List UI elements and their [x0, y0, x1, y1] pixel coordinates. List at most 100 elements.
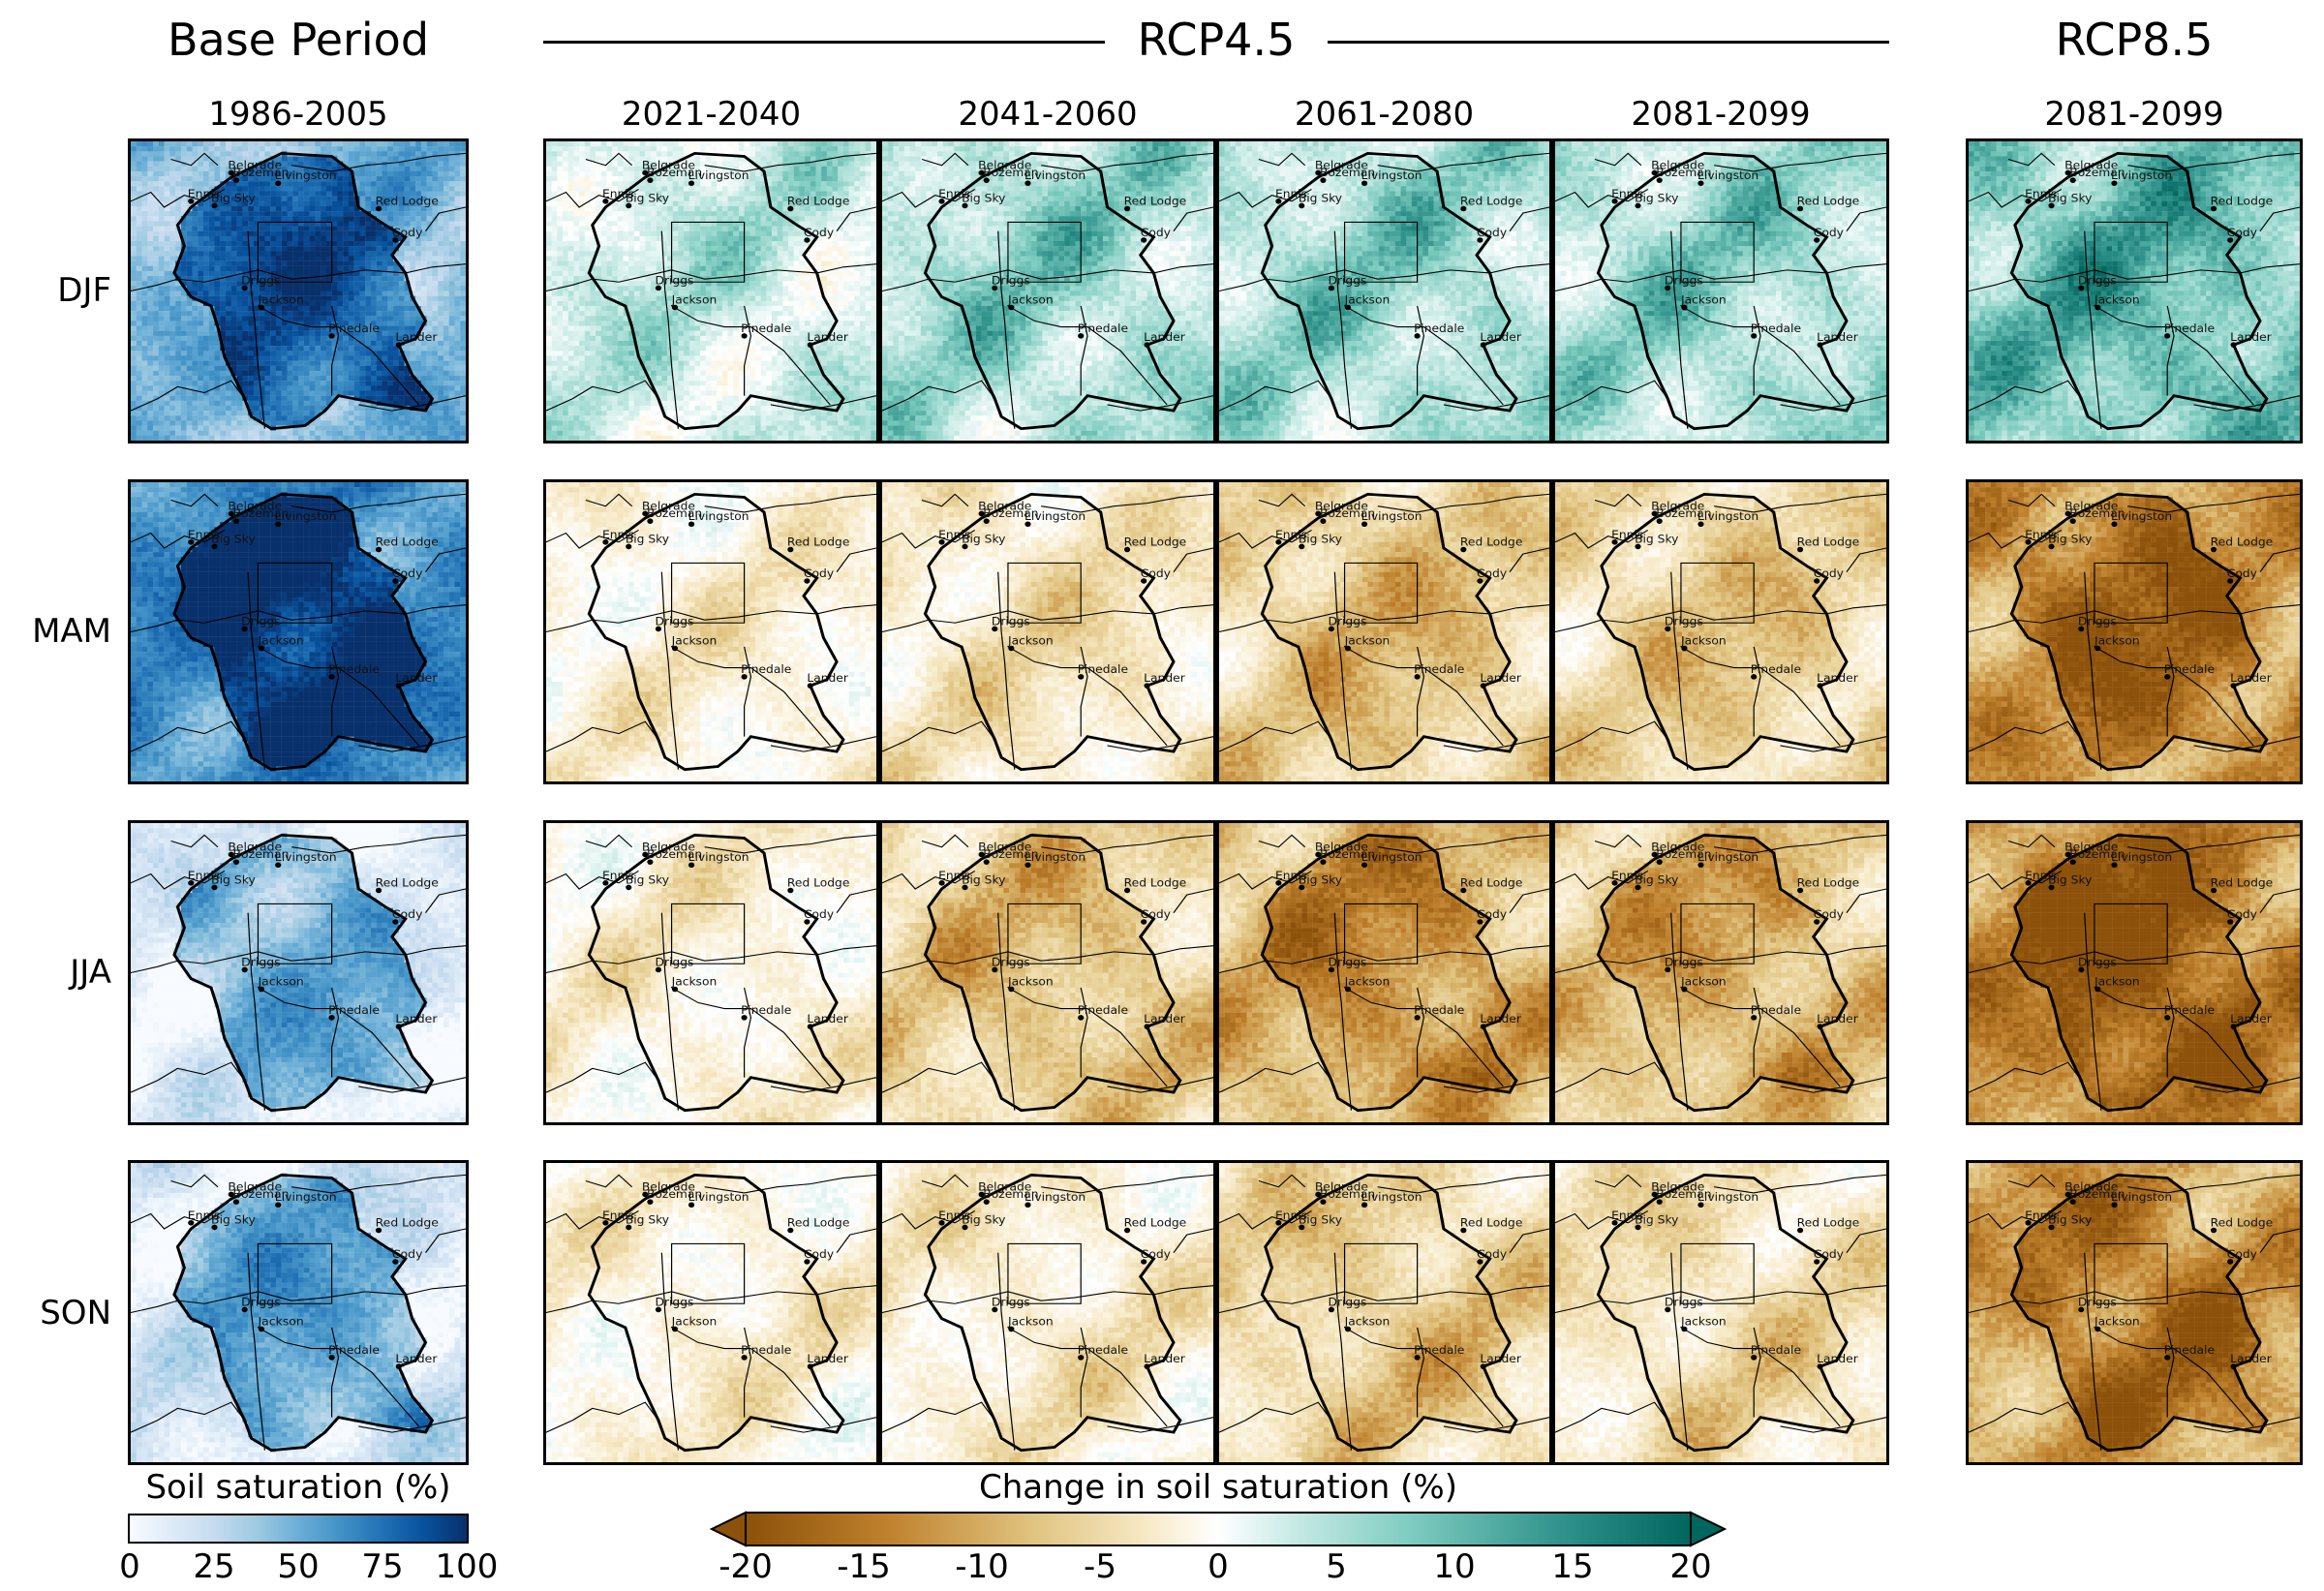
- city-label: Big Sky: [1635, 533, 1678, 545]
- city-label: Driggs: [1665, 615, 1703, 627]
- map-panel-rcp45-2061-2080-djf: Belgrade Bozeman Livingston Ennis Big Sky Red…: [1216, 138, 1552, 444]
- city-label: Pinedale: [2164, 662, 2215, 675]
- colorbar-base-tick: 50: [255, 1547, 342, 1586]
- city-label: Driggs: [241, 615, 280, 627]
- map-panel-rcp45-2081-2099-djf: Belgrade Bozeman Livingston Ennis Big Sky Red…: [1552, 138, 1889, 444]
- map-panel-rcp45-2061-2080-son: Belgrade Bozeman Livingston Ennis Big Sky Red…: [1216, 1160, 1552, 1465]
- city-label: Lander: [1480, 1013, 1521, 1025]
- city-label: Red Lodge: [2211, 1216, 2274, 1229]
- city-label: Big Sky: [211, 873, 256, 886]
- city-label: Jackson: [257, 1315, 303, 1328]
- city-label: Big Sky: [962, 192, 1005, 204]
- colorbar-change-tick: 5: [1293, 1547, 1380, 1586]
- colorbar-change-tick: 20: [1647, 1547, 1734, 1586]
- city-label: Jackson: [1344, 293, 1391, 306]
- city-label: Jackson: [257, 975, 303, 988]
- map-field: [1219, 482, 1549, 781]
- colorbar-change-tick: 15: [1529, 1547, 1616, 1586]
- colorbar-base-tick: 100: [423, 1547, 510, 1586]
- city-label: Jackson: [1344, 975, 1391, 988]
- city-label: Driggs: [1329, 274, 1367, 287]
- city-label: Livingston: [1697, 169, 1758, 182]
- city-label: Lander: [1144, 331, 1185, 344]
- row-label-son: SON: [0, 1294, 111, 1332]
- colorbar-change-tick: -15: [820, 1547, 907, 1586]
- city-label: Lander: [395, 672, 437, 685]
- city-label: Livingston: [1697, 510, 1758, 523]
- city-label: Driggs: [1329, 1296, 1367, 1308]
- city-label: Pinedale: [2164, 1343, 2215, 1356]
- col-title-rcp45-2: 2041-2060: [879, 95, 1216, 134]
- map-field: [1555, 482, 1886, 781]
- city-label: Cody: [1814, 227, 1844, 239]
- col-title-rcp85: 2081-2099: [1966, 95, 2303, 134]
- city-label: Driggs: [1665, 1296, 1703, 1308]
- map-field: [546, 1163, 876, 1462]
- map-panel-rcp45-2021-2040-djf: Belgrade Bozeman Livingston Ennis Big Sky Red…: [543, 138, 879, 444]
- city-label: Livingston: [1024, 851, 1086, 864]
- colorbar-change-tick: 0: [1175, 1547, 1262, 1586]
- map-field: [546, 482, 876, 781]
- city-label: Jackson: [1680, 634, 1727, 647]
- map-field: [1555, 141, 1886, 441]
- colorbar-change-tick: -5: [1056, 1547, 1144, 1586]
- city-label: Pinedale: [328, 1003, 380, 1016]
- map-panel-base-1986-2005-mam: Belgrade Bozeman Livingston Ennis Big Sky Red…: [128, 479, 469, 784]
- map-panel-base-1986-2005-son: Belgrade Bozeman Livingston Ennis Big Sky Red…: [128, 1160, 469, 1465]
- col-title-rcp45-4: 2081-2099: [1552, 95, 1889, 134]
- city-label: Livingston: [275, 510, 337, 523]
- city-label: Livingston: [1024, 169, 1086, 182]
- city-label: Livingston: [1024, 1191, 1086, 1204]
- colorbar-change-body: [746, 1513, 1691, 1545]
- city-label: Livingston: [688, 1191, 749, 1204]
- city-label: Livingston: [1361, 510, 1422, 523]
- colorbar-base-tick: 25: [170, 1547, 258, 1586]
- colorbar-base-tick: 75: [339, 1547, 426, 1586]
- city-label: Pinedale: [328, 662, 380, 675]
- city-label: Big Sky: [626, 533, 669, 545]
- map-field: [1969, 141, 2300, 441]
- map-field: [1969, 482, 2300, 781]
- city-label: Pinedale: [1078, 1343, 1128, 1356]
- map-field: [882, 823, 1213, 1122]
- city-label: Jackson: [257, 293, 303, 306]
- city-label: Driggs: [1329, 615, 1367, 627]
- city-label: Lander: [395, 331, 437, 344]
- city-label: Red Lodge: [1797, 1216, 1860, 1229]
- map-panel-rcp45-2021-2040-son: Belgrade Bozeman Livingston Ennis Big Sky Red…: [543, 1160, 879, 1465]
- map-panel-rcp45-2021-2040-jja: Belgrade Bozeman Livingston Ennis Big Sky Red…: [543, 820, 879, 1125]
- map-panel-rcp45-2041-2060-jja: Belgrade Bozeman Livingston Ennis Big Sky Red…: [879, 820, 1216, 1125]
- city-label: Livingston: [2111, 851, 2172, 864]
- city-label: Driggs: [241, 956, 280, 968]
- city-label: Red Lodge: [787, 195, 849, 207]
- city-label: Pinedale: [1414, 662, 1464, 675]
- city-label: Pinedale: [1751, 321, 1801, 334]
- city-label: Red Lodge: [376, 1216, 439, 1229]
- city-label: Pinedale: [1751, 1003, 1801, 1016]
- city-label: Pinedale: [1078, 662, 1128, 675]
- city-label: Cody: [392, 908, 423, 921]
- city-label: Pinedale: [1751, 1343, 1801, 1356]
- city-label: Jackson: [257, 634, 303, 647]
- city-label: Livingston: [2111, 1191, 2172, 1204]
- rcp45-title: RCP4.5: [1105, 14, 1328, 66]
- colorbar-base: [128, 1514, 469, 1544]
- city-label: Cody: [392, 567, 423, 580]
- city-label: Pinedale: [1751, 662, 1801, 675]
- city-label: Red Lodge: [1124, 876, 1187, 889]
- map-field: [131, 1163, 466, 1462]
- map-field: [1219, 1163, 1549, 1462]
- colorbar-change-tick: -10: [938, 1547, 1025, 1586]
- city-label: Red Lodge: [1460, 1216, 1522, 1229]
- city-label: Big Sky: [211, 533, 256, 545]
- city-label: Livingston: [1361, 1191, 1422, 1204]
- city-label: Big Sky: [1635, 1213, 1678, 1226]
- city-label: Lander: [395, 1013, 437, 1025]
- city-label: Lander: [1144, 1353, 1185, 1365]
- city-label: Red Lodge: [376, 535, 439, 548]
- city-label: Cody: [1477, 1248, 1507, 1261]
- city-label: Jackson: [1007, 975, 1054, 988]
- row-label-djf: DJF: [0, 271, 111, 310]
- city-label: Pinedale: [741, 1003, 791, 1016]
- map-field: [882, 1163, 1213, 1462]
